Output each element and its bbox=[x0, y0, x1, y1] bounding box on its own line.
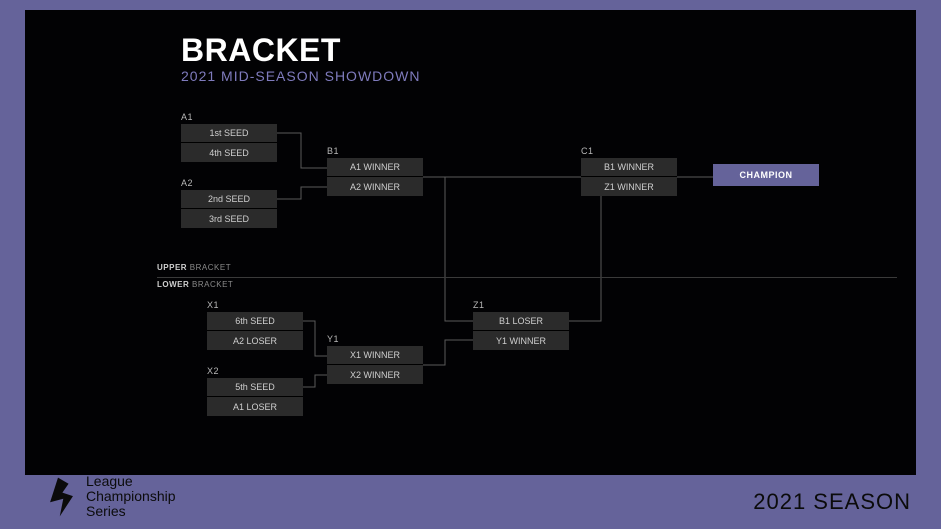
match-slot: 2nd SEED bbox=[181, 190, 277, 209]
connector-line bbox=[277, 187, 327, 199]
page-subtitle: 2021 MID-SEASON SHOWDOWN bbox=[181, 68, 420, 84]
lower-bracket-label: LOWER BRACKET bbox=[157, 280, 233, 289]
match-z1: Z1 B1 LOSERY1 WINNER bbox=[473, 300, 569, 350]
match-label: A1 bbox=[181, 112, 277, 122]
match-slot: 3rd SEED bbox=[181, 209, 277, 228]
match-slot: Z1 WINNER bbox=[581, 177, 677, 196]
match-slot: Y1 WINNER bbox=[473, 331, 569, 350]
match-slot: A1 LOSER bbox=[207, 397, 303, 416]
match-slot: A2 WINNER bbox=[327, 177, 423, 196]
league-line2: Championship bbox=[86, 489, 176, 504]
match-slot: X2 WINNER bbox=[327, 365, 423, 384]
upper-bracket-label: UPPER BRACKET bbox=[157, 263, 231, 272]
bracket-word: BRACKET bbox=[192, 280, 233, 289]
lower-word: LOWER bbox=[157, 280, 189, 289]
connectors bbox=[25, 10, 916, 475]
match-slot: X1 WINNER bbox=[327, 346, 423, 365]
match-label: B1 bbox=[327, 146, 423, 156]
connector-line bbox=[303, 375, 327, 387]
match-b1: B1 A1 WINNERA2 WINNER bbox=[327, 146, 423, 196]
match-slot: A2 LOSER bbox=[207, 331, 303, 350]
match-label: C1 bbox=[581, 146, 677, 156]
footer-logo-block: League Championship Series bbox=[36, 474, 176, 519]
match-slot: A1 WINNER bbox=[327, 158, 423, 177]
league-line3: Series bbox=[86, 504, 176, 519]
match-slot: B1 LOSER bbox=[473, 312, 569, 331]
upper-word: UPPER bbox=[157, 263, 187, 272]
match-slot: 6th SEED bbox=[207, 312, 303, 331]
match-y1: Y1 X1 WINNERX2 WINNER bbox=[327, 334, 423, 384]
connector-line bbox=[423, 177, 473, 321]
match-a1: A1 1st SEED4th SEED bbox=[181, 112, 277, 162]
match-x2: X2 5th SEEDA1 LOSER bbox=[207, 366, 303, 416]
match-label: X1 bbox=[207, 300, 303, 310]
connector-line bbox=[277, 133, 327, 168]
season-label: 2021 SEASON bbox=[753, 489, 911, 515]
match-slot: 5th SEED bbox=[207, 378, 303, 397]
match-label: Y1 bbox=[327, 334, 423, 344]
bracket-divider bbox=[157, 277, 897, 278]
champion-box: CHAMPION bbox=[713, 164, 819, 186]
connector-line bbox=[303, 321, 327, 356]
bracket-panel: BRACKET 2021 MID-SEASON SHOWDOWN UPPER B… bbox=[25, 10, 916, 475]
league-line1: League bbox=[86, 474, 176, 489]
match-slot: 1st SEED bbox=[181, 124, 277, 143]
connector-line bbox=[569, 187, 601, 321]
match-c1: C1 B1 WINNERZ1 WINNER bbox=[581, 146, 677, 196]
match-slot: B1 WINNER bbox=[581, 158, 677, 177]
match-label: X2 bbox=[207, 366, 303, 376]
match-label: Z1 bbox=[473, 300, 569, 310]
match-x1: X1 6th SEEDA2 LOSER bbox=[207, 300, 303, 350]
page-title: BRACKET bbox=[181, 32, 341, 69]
match-label: A2 bbox=[181, 178, 277, 188]
lcs-logo-icon bbox=[36, 475, 80, 519]
league-name: League Championship Series bbox=[86, 474, 176, 519]
match-slot: 4th SEED bbox=[181, 143, 277, 162]
bracket-word: BRACKET bbox=[190, 263, 231, 272]
match-a2: A2 2nd SEED3rd SEED bbox=[181, 178, 277, 228]
connector-line bbox=[423, 340, 473, 365]
